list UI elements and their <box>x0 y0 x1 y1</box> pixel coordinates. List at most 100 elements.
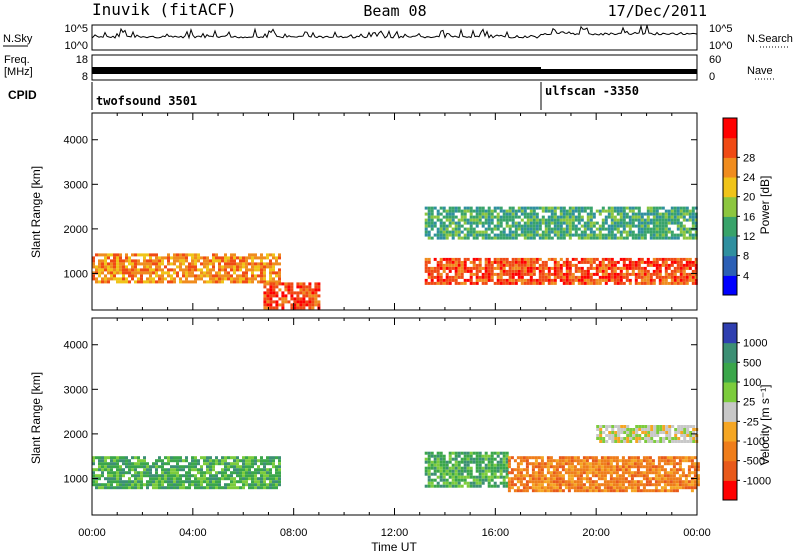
velocity-cell <box>179 486 182 490</box>
velocity-cell <box>466 460 470 464</box>
velocity-cell <box>454 469 458 473</box>
power-cell <box>622 224 626 228</box>
power-cell <box>559 224 563 228</box>
power-cell <box>478 260 482 264</box>
power-cell <box>460 272 464 276</box>
power-cell <box>188 280 191 284</box>
power-cell <box>679 278 683 282</box>
power-cell <box>637 221 641 225</box>
power-cell <box>532 209 536 213</box>
power-cell <box>523 269 527 273</box>
power-cell <box>475 272 479 276</box>
velocity-cell <box>620 425 624 428</box>
power-cell <box>574 224 578 228</box>
velocity-cell <box>164 474 167 478</box>
power-cell <box>451 209 455 213</box>
power-cell <box>460 263 464 267</box>
velocity-cell <box>594 462 598 466</box>
power-cell <box>523 263 527 267</box>
velocity-cell <box>436 466 440 470</box>
velocity-cell <box>463 481 467 485</box>
velocity-cell <box>430 472 434 476</box>
power-cell <box>619 281 623 285</box>
power-cell <box>224 265 227 269</box>
power-ytick-label: 4000 <box>64 135 88 147</box>
velocity-cell <box>272 462 275 466</box>
velocity-cell <box>684 483 688 487</box>
velocity-cell <box>603 486 607 490</box>
velocity-cell <box>92 462 95 466</box>
freq-strip: Freq. [MHz] 18 8 60 0 Nave <box>4 54 775 83</box>
power-cell <box>520 269 524 273</box>
velocity-cell <box>113 471 116 475</box>
velocity-cell <box>272 480 275 484</box>
velocity-cell <box>540 486 544 490</box>
power-cell <box>649 206 653 210</box>
power-cell <box>556 272 560 276</box>
velocity-cell <box>128 483 131 487</box>
velocity-cell <box>552 483 556 487</box>
velocity-cell <box>496 460 500 464</box>
power-cell <box>511 212 515 216</box>
velocity-cell <box>269 480 272 484</box>
velocity-cell <box>430 481 434 485</box>
velocity-cell <box>110 474 113 478</box>
velocity-cell <box>624 468 628 472</box>
power-cell <box>631 215 635 219</box>
power-cell <box>206 274 209 278</box>
power-cell <box>475 221 479 225</box>
power-cell <box>439 278 443 282</box>
power-cell <box>472 215 476 219</box>
velocity-cell <box>188 483 191 487</box>
velocity-cell <box>254 468 257 472</box>
velocity-cell <box>176 486 179 490</box>
velocity-cell <box>689 431 693 434</box>
velocity-cell <box>487 478 491 482</box>
velocity-cell <box>490 463 494 467</box>
nsky-label: N.Sky <box>3 33 33 45</box>
power-cell <box>466 278 470 282</box>
power-cell <box>607 266 611 270</box>
power-cell <box>529 281 533 285</box>
power-cell <box>544 275 548 279</box>
power-cell <box>607 209 611 213</box>
power-cell <box>553 212 557 216</box>
power-cell <box>574 218 578 222</box>
power-cell <box>296 294 300 298</box>
velocity-cell <box>555 477 559 481</box>
velocity-cell <box>128 477 131 481</box>
velocity-cell <box>567 456 571 460</box>
power-cell <box>260 265 263 269</box>
velocity-cell <box>173 471 176 475</box>
power-cell <box>209 271 212 275</box>
velocity-cell <box>555 459 559 463</box>
power-cell <box>628 224 632 228</box>
velocity-cell <box>627 483 631 487</box>
velocity-cell <box>608 425 612 428</box>
velocity-cell <box>579 480 583 484</box>
power-cell <box>110 253 113 257</box>
power-cell <box>526 221 530 225</box>
velocity-cell <box>209 474 212 478</box>
power-cell <box>167 256 170 260</box>
power-cell <box>272 280 275 284</box>
power-cell <box>182 268 185 272</box>
power-cell <box>116 259 119 263</box>
velocity-cell <box>107 468 110 472</box>
power-cell <box>574 215 578 219</box>
velocity-ytick-label: 3000 <box>64 384 88 396</box>
power-cell <box>472 218 476 222</box>
velocity-cell <box>158 465 161 469</box>
velocity-cell <box>540 456 544 460</box>
velocity-cell <box>602 437 606 440</box>
power-cell <box>565 230 569 234</box>
velocity-cell <box>567 462 571 466</box>
velocity-ytick-label: 4000 <box>64 340 88 352</box>
velocity-cell <box>678 480 682 484</box>
power-cell <box>305 303 309 307</box>
power-cell <box>655 263 659 267</box>
velocity-cell <box>678 468 682 472</box>
velocity-cell <box>499 475 503 479</box>
velocity-cell <box>194 474 197 478</box>
velocity-cell <box>558 483 562 487</box>
